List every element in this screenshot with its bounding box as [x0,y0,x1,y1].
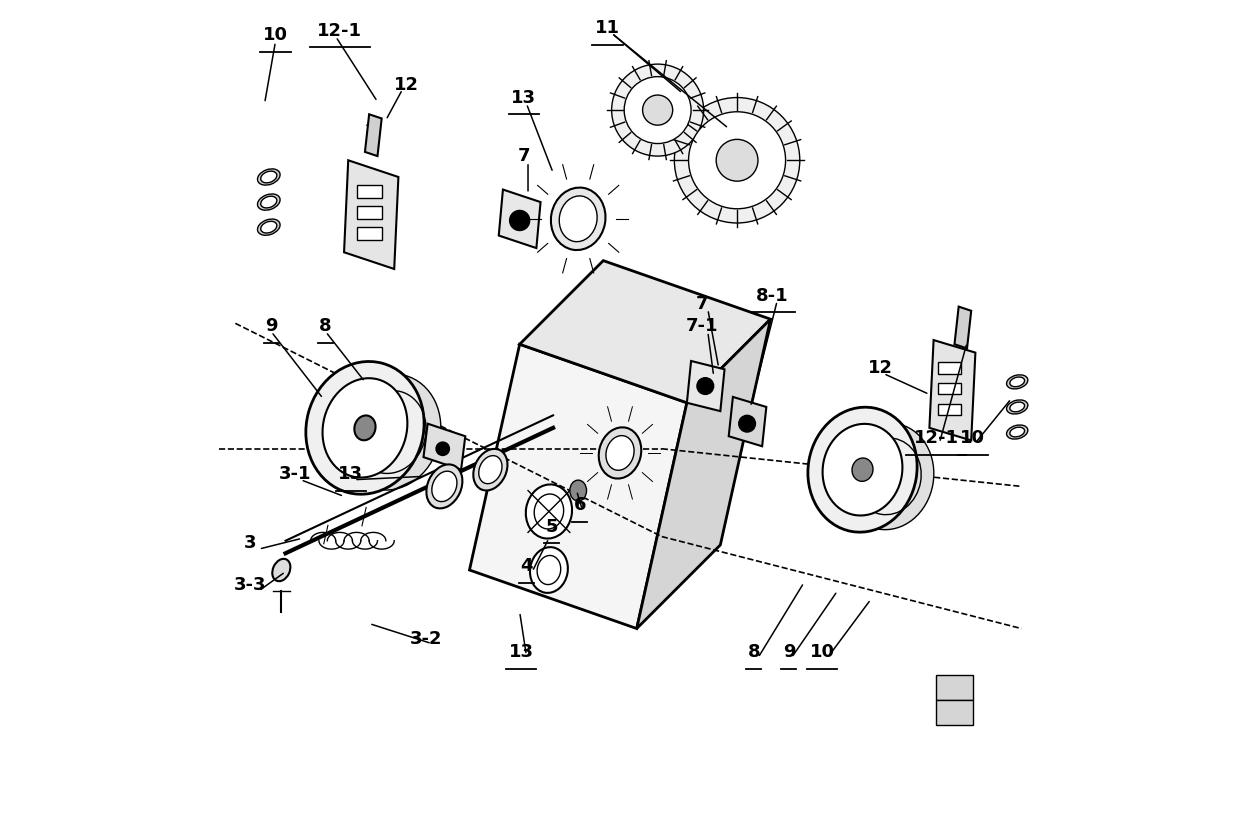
Ellipse shape [432,472,458,502]
Text: 3-2: 3-2 [409,629,443,648]
Polygon shape [955,306,971,348]
Text: 13: 13 [508,643,534,661]
Polygon shape [424,424,465,470]
Ellipse shape [1007,425,1028,439]
Circle shape [697,378,714,394]
Circle shape [624,76,691,143]
Text: 13: 13 [511,89,537,107]
Circle shape [675,97,800,223]
Ellipse shape [355,415,376,440]
Text: 7-1: 7-1 [686,317,718,335]
Ellipse shape [258,169,280,185]
Text: 3-3: 3-3 [234,576,267,594]
Circle shape [642,95,672,125]
Ellipse shape [1009,377,1024,387]
Ellipse shape [427,465,463,508]
Ellipse shape [852,458,873,482]
Text: 8: 8 [748,643,760,661]
Ellipse shape [322,378,408,477]
Ellipse shape [529,547,568,593]
Ellipse shape [559,196,598,242]
Bar [936,675,973,700]
Bar [357,206,382,219]
Polygon shape [470,344,687,628]
Polygon shape [687,361,724,411]
Text: 12: 12 [868,358,893,377]
Ellipse shape [258,219,280,235]
Circle shape [436,442,449,456]
Ellipse shape [260,196,277,208]
Text: 8: 8 [320,317,332,335]
Text: 10: 10 [810,643,835,661]
Bar [357,185,382,198]
Text: 10: 10 [263,26,288,44]
Ellipse shape [842,423,934,529]
Polygon shape [343,160,398,269]
Ellipse shape [273,559,290,581]
Text: 7: 7 [696,295,708,313]
Polygon shape [520,261,770,403]
Ellipse shape [822,424,903,515]
Ellipse shape [479,456,502,484]
Polygon shape [498,190,541,248]
Bar [357,227,382,240]
Bar [937,362,961,373]
Text: 12-1: 12-1 [914,429,959,447]
Circle shape [688,112,786,209]
Polygon shape [636,319,770,628]
Text: 9: 9 [782,643,795,661]
Text: 8-1: 8-1 [756,287,789,305]
Ellipse shape [1009,427,1024,437]
Text: 7: 7 [517,147,529,165]
Bar [936,700,973,725]
Text: 12-1: 12-1 [317,22,362,39]
Text: 3-1: 3-1 [279,465,311,483]
Text: 10: 10 [961,429,986,447]
Ellipse shape [1007,375,1028,389]
Text: 5: 5 [546,518,558,535]
Ellipse shape [526,484,572,539]
Text: 11: 11 [595,19,620,37]
Ellipse shape [306,362,424,494]
Ellipse shape [808,407,918,532]
Polygon shape [729,397,766,446]
Ellipse shape [258,194,280,211]
Bar [937,404,961,415]
Circle shape [739,415,755,432]
Ellipse shape [570,480,587,501]
Text: 4: 4 [520,557,533,575]
Ellipse shape [599,427,641,478]
Text: 9: 9 [265,317,278,335]
Circle shape [717,139,758,181]
Circle shape [611,64,703,156]
Text: 6: 6 [574,496,587,513]
Circle shape [510,211,529,231]
Polygon shape [365,114,382,156]
Polygon shape [930,340,976,440]
Ellipse shape [474,449,507,491]
Ellipse shape [260,221,277,233]
Text: 12: 12 [394,76,419,94]
Ellipse shape [606,435,634,471]
Ellipse shape [340,374,440,490]
Text: 13: 13 [339,465,363,483]
Ellipse shape [551,188,605,250]
Ellipse shape [1007,400,1028,414]
Text: 3: 3 [244,534,257,552]
Ellipse shape [260,171,277,183]
Ellipse shape [1009,402,1024,412]
Bar [937,383,961,394]
